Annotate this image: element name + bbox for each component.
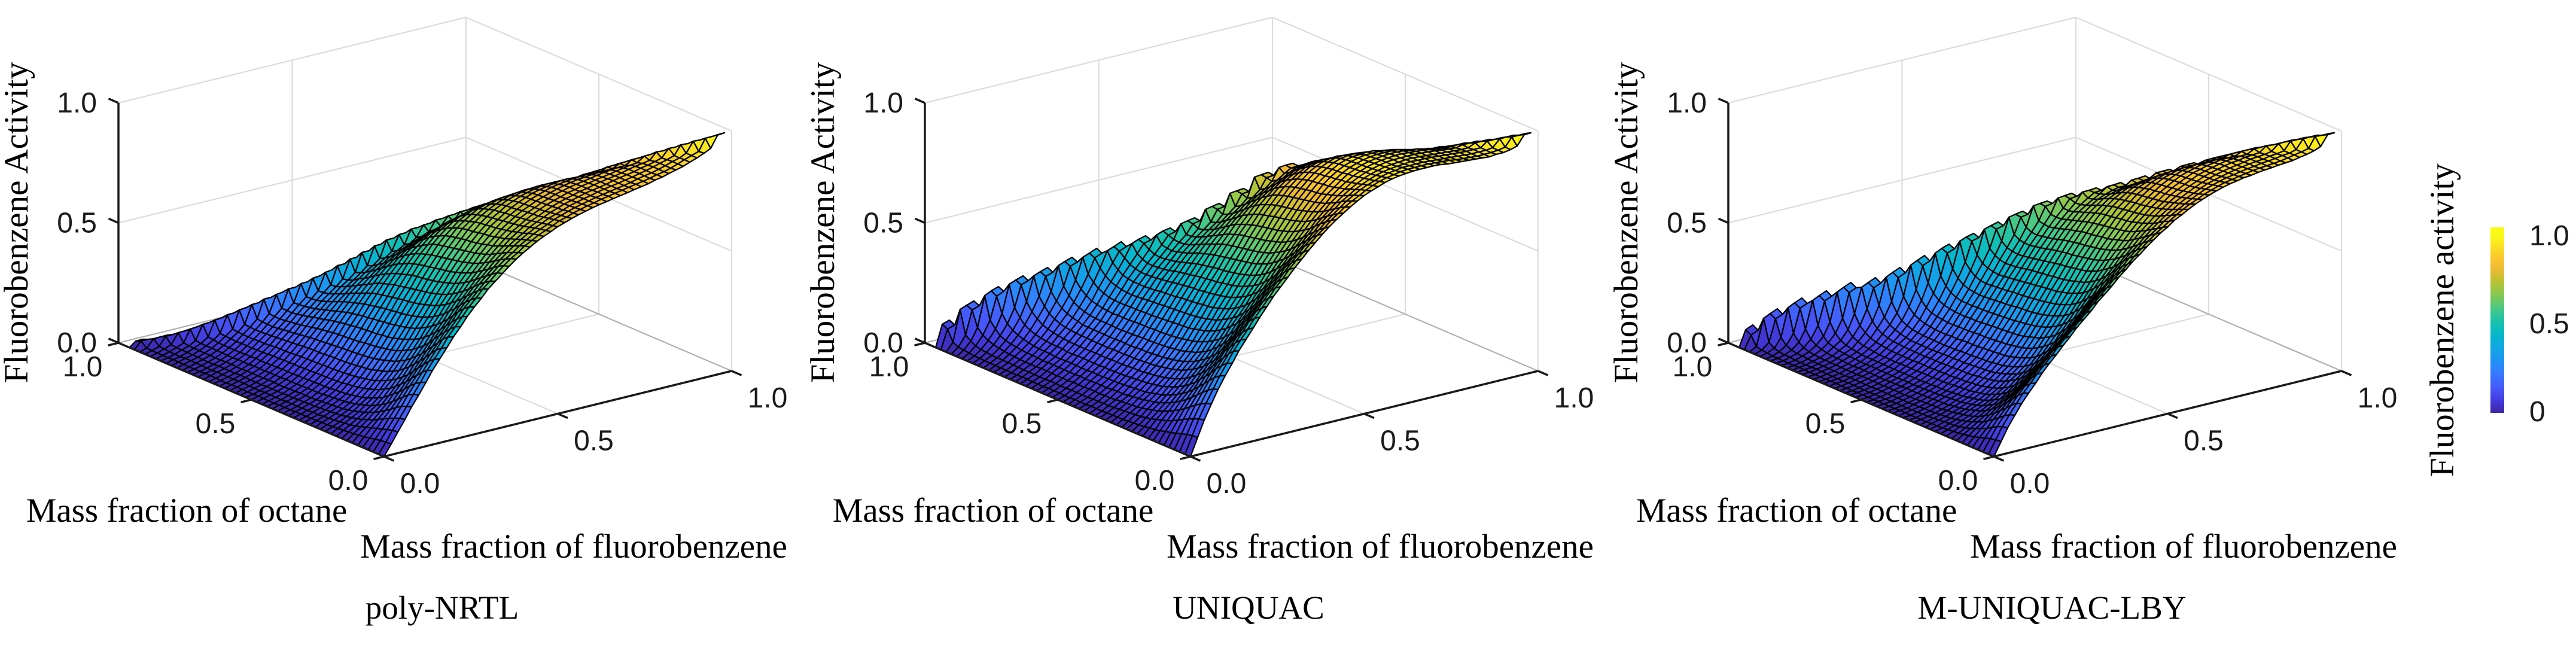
svg-text:1.0: 1.0	[1673, 351, 1713, 383]
svg-text:poly-NRTL: poly-NRTL	[366, 589, 519, 626]
svg-text:Mass fraction of octane: Mass fraction of octane	[1636, 492, 1957, 530]
svg-text:0.0: 0.0	[2010, 468, 2050, 500]
svg-text:0.0: 0.0	[400, 468, 440, 500]
svg-text:0.5: 0.5	[2184, 425, 2224, 457]
svg-text:Mass fraction of octane: Mass fraction of octane	[26, 492, 348, 530]
svg-text:0.5: 0.5	[1805, 408, 1846, 440]
svg-text:0.5: 0.5	[57, 208, 97, 239]
svg-text:Mass fraction of fluorobenzene: Mass fraction of fluorobenzene	[360, 528, 787, 565]
svg-text:1.0: 1.0	[863, 87, 903, 119]
svg-text:Fluorobenzene Activity: Fluorobenzene Activity	[804, 62, 842, 383]
svg-text:0.5: 0.5	[1667, 208, 1707, 239]
svg-text:0: 0	[2529, 396, 2545, 428]
svg-text:0.5: 0.5	[863, 208, 903, 239]
svg-text:0.0: 0.0	[1135, 465, 1175, 497]
svg-text:0.0: 0.0	[328, 465, 369, 497]
svg-text:0.0: 0.0	[863, 327, 903, 359]
svg-text:1.0: 1.0	[63, 351, 103, 383]
svg-text:1.0: 1.0	[748, 382, 788, 414]
svg-text:0.5: 0.5	[2529, 308, 2569, 340]
svg-text:0.0: 0.0	[57, 327, 97, 359]
svg-text:0.5: 0.5	[196, 408, 236, 440]
svg-text:0.5: 0.5	[574, 425, 614, 457]
svg-text:0.0: 0.0	[1207, 468, 1247, 500]
svg-text:Fluorobenzene Activity: Fluorobenzene Activity	[1607, 62, 1645, 383]
svg-text:1.0: 1.0	[1667, 87, 1707, 119]
svg-text:0.0: 0.0	[1938, 465, 1978, 497]
svg-text:UNIQUAC: UNIQUAC	[1173, 589, 1324, 626]
svg-text:1.0: 1.0	[2529, 220, 2569, 252]
svg-text:1.0: 1.0	[57, 87, 97, 119]
svg-text:Fluorobenzene activity: Fluorobenzene activity	[2423, 163, 2461, 477]
svg-text:Mass fraction of fluorobenzene: Mass fraction of fluorobenzene	[1970, 528, 2397, 565]
svg-text:M-UNIQUAC-LBY: M-UNIQUAC-LBY	[1917, 589, 2186, 626]
svg-text:1.0: 1.0	[2358, 382, 2398, 414]
svg-text:0.0: 0.0	[1667, 327, 1707, 359]
svg-text:1.0: 1.0	[869, 351, 909, 383]
svg-text:Mass fraction of octane: Mass fraction of octane	[833, 492, 1154, 530]
svg-text:Mass fraction of fluorobenzene: Mass fraction of fluorobenzene	[1167, 528, 1594, 565]
svg-text:Fluorobenzene Activity: Fluorobenzene Activity	[0, 62, 35, 383]
svg-text:0.5: 0.5	[1380, 425, 1420, 457]
svg-text:1.0: 1.0	[1554, 382, 1594, 414]
svg-text:0.5: 0.5	[1002, 408, 1042, 440]
